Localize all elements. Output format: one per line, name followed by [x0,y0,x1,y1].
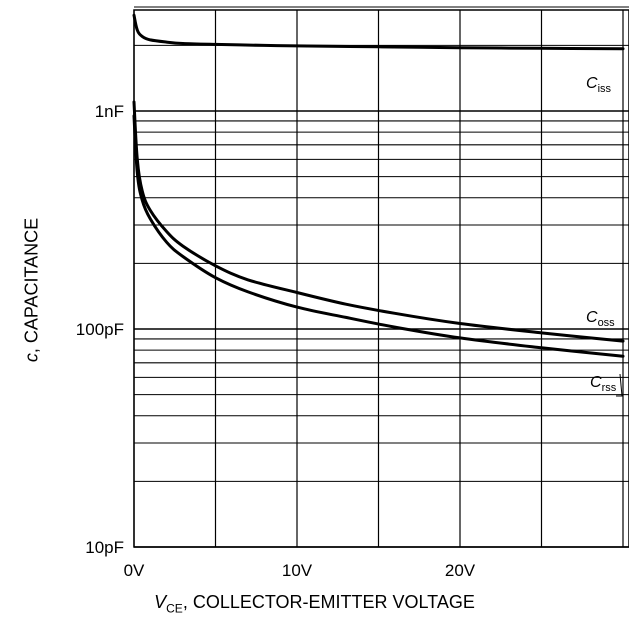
x-axis-subscript: CE [166,601,183,616]
x-axis-text: , COLLECTOR-EMITTER VOLTAGE [182,592,475,612]
plot-frame [133,9,629,548]
x-tick-label: 20V [445,561,476,580]
y-axis-text: , CAPACITANCE [21,217,42,354]
series-label-c-iss: Ciss [586,75,612,95]
y-tick-label: 1nF [95,102,124,121]
curves [132,13,625,358]
series-label-c-rss: Crss [590,374,617,394]
y-axis-label: c, CAPACITANCE [22,218,43,362]
series-line-c-iss [132,13,625,51]
x-tick-label: 0V [124,561,145,580]
x-tick-label: 10V [282,561,313,580]
y-axis-symbol: c [21,353,42,363]
tick-labels: 0V 10V 20V 10pF 100pF 1nF [76,102,476,580]
y-tick-label: 100pF [76,320,124,339]
grid-lines [133,6,629,548]
x-axis-label: VCE, COLLECTOR-EMITTER VOLTAGE [0,592,629,616]
series-label-c-oss: Coss [586,309,615,329]
leader-line [616,373,623,397]
series-line-c-rss [132,114,625,358]
curve-labels: Ciss Coss Crss [586,75,623,397]
y-tick-label: 10pF [85,538,124,557]
x-axis-symbol: V [154,592,167,612]
series-line-c-oss [132,100,625,343]
